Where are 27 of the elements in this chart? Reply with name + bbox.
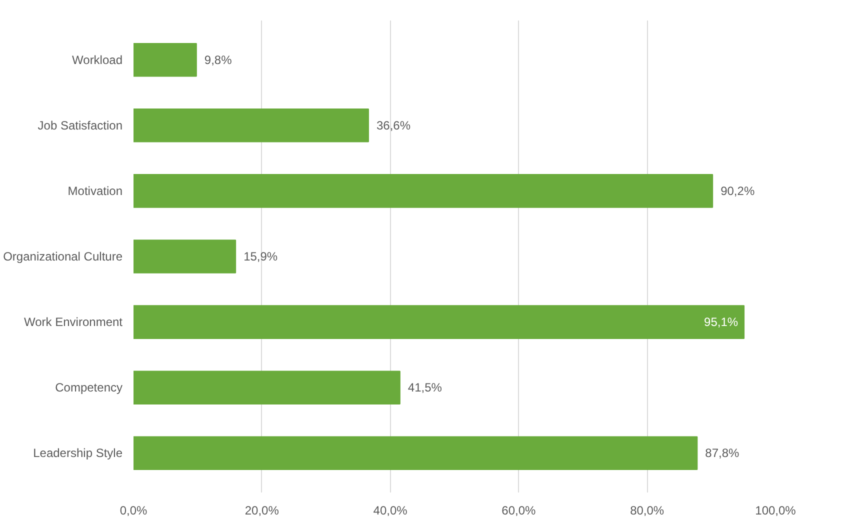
y-tick-label: Work Environment (24, 315, 124, 330)
bar (134, 174, 714, 208)
x-tick-label: 0,0% (120, 504, 148, 518)
y-tick-label: Job Satisfaction (38, 118, 123, 132)
bar (134, 240, 236, 274)
x-tick-label: 40,0% (373, 504, 408, 518)
y-tick-label: Organizational Culture (3, 250, 123, 264)
data-label: 95,1% (704, 315, 738, 330)
bar (134, 436, 698, 470)
data-label: 90,2% (720, 184, 755, 198)
data-label: 15,9% (244, 250, 278, 264)
y-tick-label: Leadership Style (33, 446, 123, 460)
bar (134, 305, 745, 339)
y-tick-label: Motivation (68, 184, 123, 198)
data-label: 41,5% (408, 380, 442, 395)
y-tick-label: Workload (72, 52, 122, 67)
data-label: 87,8% (705, 446, 740, 460)
bar (134, 108, 369, 142)
x-tick-label: 100,0% (755, 504, 796, 518)
data-label: 36,6% (376, 118, 411, 132)
data-label: 9,8% (204, 52, 232, 67)
x-tick-label: 60,0% (502, 504, 536, 518)
bar (134, 370, 400, 404)
x-tick-label: 80,0% (630, 504, 664, 518)
y-tick-label: Competency (55, 380, 123, 395)
bar (134, 42, 197, 77)
x-tick-label: 20,0% (244, 504, 280, 518)
